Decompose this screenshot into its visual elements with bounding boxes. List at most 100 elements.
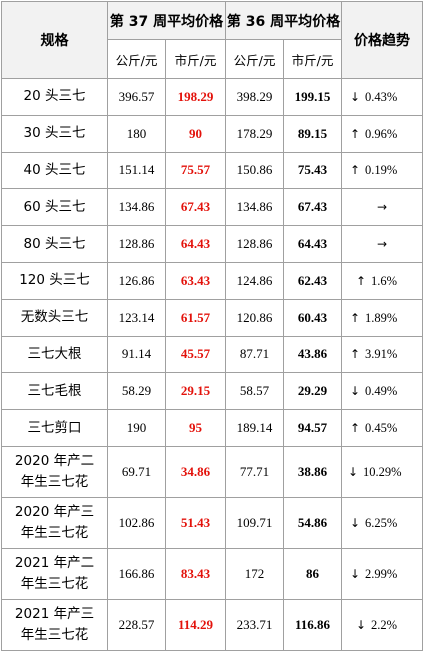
week36-gongjin-cell: 128.86: [225, 225, 285, 263]
spec-header: 规格: [1, 1, 108, 79]
week37-gongjin-cell: 91.14: [107, 335, 166, 374]
week37-gongjin-cell: 102.86: [107, 496, 166, 549]
trend-percent: 3.91%: [365, 347, 398, 362]
spec-cell: 20 头三七: [1, 78, 108, 116]
trend-cell: →: [341, 188, 423, 227]
trend-cell: ↑ 0.96%: [341, 114, 423, 153]
spec-cell: 2020 年产二 年生三七花: [1, 445, 108, 498]
trend-percent: 0.43%: [365, 89, 398, 104]
trend-percent: 0.49%: [365, 384, 398, 399]
table-row: 20 头三七 396.57 198.29 398.29 199.15 ↓ 0.43%: [1, 78, 423, 116]
week37-gongjin-cell: 128.86: [107, 225, 166, 263]
spec-cell: 120 头三七: [1, 261, 108, 300]
week36-shijin-cell: 116.86: [283, 598, 343, 651]
up-arrow-icon: ↑: [356, 273, 367, 288]
week37-gongjin-cell: 166.86: [107, 547, 166, 600]
week36-gongjin-cell: 77.71: [225, 445, 285, 498]
spec-cell: 80 头三七: [1, 225, 108, 263]
table-row: 2021 年产三 年生三七花 228.57 114.29 233.71 116.86 ↓ 2.…: [1, 598, 423, 651]
week36-gongjin-cell: 172: [225, 547, 285, 600]
trend-cell: ↓ 2.2%: [341, 598, 423, 651]
spec-line-1: 2020 年产二: [14, 452, 95, 469]
week37-shijin-cell: 63.43: [164, 261, 227, 300]
trend-cell: ↓ 10.29%: [341, 445, 423, 498]
week36-gongjin-cell: 233.71: [225, 598, 285, 651]
down-arrow-icon: ↓: [350, 89, 361, 104]
spec-line-2: 年生三七花: [20, 524, 89, 541]
week36-shijin-cell: 60.43: [283, 298, 343, 337]
table-row: 30 头三七 180 90 178.29 89.15 ↑ 0.96%: [1, 114, 423, 153]
week36-shijin-cell: 29.29: [283, 372, 343, 411]
spec-line-2: 年生三七花: [20, 575, 89, 592]
header-row-top: 规格 第 37 周平均价格 第 36 周平均价格 价格趋势: [1, 1, 423, 79]
spec-line-2: 年生三七花: [20, 626, 89, 643]
week36-gongjin-cell: 124.86: [225, 261, 285, 300]
table-row: 60 头三七 134.86 67.43 134.86 67.43 →: [1, 188, 423, 227]
trend-percent: 0.45%: [365, 421, 398, 436]
week36-shijin-cell: 38.86: [283, 445, 343, 498]
spec-cell: 40 头三七: [1, 151, 108, 190]
spec-line-1: 2021 年产二: [14, 554, 95, 571]
week36-gongjin-cell: 134.86: [225, 188, 285, 227]
week37-gongjin-cell: 396.57: [107, 78, 166, 116]
trend-percent: 0.96%: [365, 126, 398, 141]
spec-cell: 三七剪口: [1, 409, 108, 447]
trend-cell: ↑ 1.6%: [341, 261, 423, 300]
table-row: 无数头三七 123.14 61.57 120.86 60.43 ↑ 1.89%: [1, 298, 423, 337]
spec-line-1: 2020 年产三: [14, 503, 95, 520]
week37-gongjin-cell: 228.57: [107, 598, 166, 651]
up-arrow-icon: ↑: [350, 421, 361, 436]
table-row: 40 头三七 151.14 75.57 150.86 75.43 ↑ 0.19%: [1, 151, 423, 190]
down-arrow-icon: ↓: [350, 566, 361, 581]
week36-shijin-cell: 75.43: [283, 151, 343, 190]
trend-header: 价格趋势: [341, 1, 423, 79]
trend-percent: 1.89%: [365, 310, 398, 325]
week36-shijin-cell: 67.43: [283, 188, 343, 227]
week36-gongjin-header: 公斤/元: [225, 39, 285, 79]
table-row: 80 头三七 128.86 64.43 128.86 64.43 →: [1, 225, 423, 263]
price-table-container: 规格 第 37 周平均价格 第 36 周平均价格 价格趋势 公斤/元 市斤/元 …: [1, 1, 423, 651]
trend-cell: ↑ 3.91%: [341, 335, 423, 374]
up-arrow-icon: ↑: [350, 347, 361, 362]
table-row: 三七毛根 58.29 29.15 58.57 29.29 ↓ 0.49%: [1, 372, 423, 411]
trend-cell: ↑ 0.45%: [341, 409, 423, 447]
week37-gongjin-cell: 69.71: [107, 445, 166, 498]
week36-shijin-cell: 94.57: [283, 409, 343, 447]
down-arrow-icon: ↓: [350, 384, 361, 399]
week36-header: 第 36 周平均价格: [225, 1, 343, 40]
week37-shijin-cell: 75.57: [164, 151, 227, 190]
week36-gongjin-cell: 398.29: [225, 78, 285, 116]
week36-gongjin-cell: 87.71: [225, 335, 285, 374]
spec-line-2: 年生三七花: [20, 473, 89, 490]
table-row: 三七大根 91.14 45.57 87.71 43.86 ↑ 3.91%: [1, 335, 423, 374]
week37-shijin-cell: 95: [164, 409, 227, 447]
week36-shijin-cell: 62.43: [283, 261, 343, 300]
trend-cell: ↓ 0.49%: [341, 372, 423, 411]
table-row: 三七剪口 190 95 189.14 94.57 ↑ 0.45%: [1, 409, 423, 447]
week36-shijin-cell: 54.86: [283, 496, 343, 549]
week37-gongjin-cell: 180: [107, 114, 166, 153]
table-row: 2021 年产二 年生三七花 166.86 83.43 172 86 ↓ 2.99%: [1, 547, 423, 600]
spec-cell: 30 头三七: [1, 114, 108, 153]
trend-cell: ↑ 0.19%: [341, 151, 423, 190]
week37-gongjin-cell: 58.29: [107, 372, 166, 411]
right-arrow-icon: →: [377, 200, 388, 215]
table-row: 2020 年产二 年生三七花 69.71 34.86 77.71 38.86 ↓ 10.29%: [1, 445, 423, 498]
up-arrow-icon: ↑: [350, 126, 361, 141]
trend-percent: 10.29%: [363, 464, 402, 479]
week36-shijin-cell: 89.15: [283, 114, 343, 153]
spec-cell: 60 头三七: [1, 188, 108, 227]
trend-cell: ↑ 1.89%: [341, 298, 423, 337]
right-arrow-icon: →: [377, 237, 388, 252]
week37-shijin-cell: 64.43: [164, 225, 227, 263]
spec-line-1: 2021 年产三: [14, 605, 95, 622]
week37-gongjin-cell: 190: [107, 409, 166, 447]
week36-gongjin-cell: 109.71: [225, 496, 285, 549]
down-arrow-icon: ↓: [350, 515, 361, 530]
week36-shijin-cell: 86: [283, 547, 343, 600]
week36-shijin-cell: 199.15: [283, 78, 343, 116]
up-arrow-icon: ↑: [350, 163, 361, 178]
week37-gongjin-header: 公斤/元: [107, 39, 166, 79]
trend-cell: ↓ 2.99%: [341, 547, 423, 600]
spec-cell: 2021 年产三 年生三七花: [1, 598, 108, 651]
